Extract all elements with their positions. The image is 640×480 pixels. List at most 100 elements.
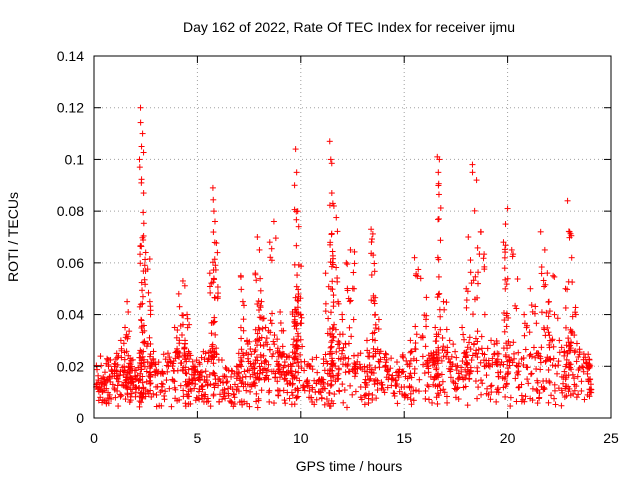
- data-point: [124, 333, 131, 340]
- data-point: [286, 354, 293, 361]
- data-point: [552, 401, 559, 408]
- data-point: [238, 286, 245, 293]
- data-point: [343, 259, 350, 266]
- data-point: [441, 306, 448, 313]
- data-point: [528, 370, 535, 377]
- data-point: [182, 369, 189, 376]
- axis-ticks: [93, 55, 612, 419]
- data-point: [322, 308, 329, 315]
- data-point: [327, 309, 334, 316]
- data-point: [532, 354, 539, 361]
- data-point: [368, 226, 375, 233]
- data-point: [138, 279, 145, 286]
- data-point: [106, 391, 113, 398]
- data-point: [408, 374, 415, 381]
- data-point: [330, 255, 337, 262]
- data-point: [164, 350, 171, 357]
- data-point: [296, 377, 303, 384]
- data-point: [455, 370, 462, 377]
- data-point: [467, 346, 474, 353]
- data-point: [361, 401, 368, 408]
- data-point: [370, 252, 377, 259]
- data-point: [463, 372, 470, 379]
- data-point: [567, 339, 574, 346]
- data-point: [98, 362, 105, 369]
- data-point: [540, 277, 547, 284]
- data-point: [239, 298, 246, 305]
- data-point: [533, 386, 540, 393]
- data-point: [503, 310, 510, 317]
- data-point: [317, 389, 324, 396]
- data-point: [440, 386, 447, 393]
- data-point: [164, 368, 171, 375]
- data-point: [372, 294, 379, 301]
- data-point: [185, 366, 192, 373]
- data-point: [269, 353, 276, 360]
- data-point: [252, 271, 259, 278]
- data-point: [298, 314, 305, 321]
- data-point: [211, 314, 218, 321]
- data-point: [506, 357, 513, 364]
- data-point: [523, 324, 530, 331]
- data-point: [550, 343, 557, 350]
- data-point: [392, 382, 399, 389]
- data-point: [359, 366, 366, 373]
- data-point: [491, 341, 498, 348]
- data-point: [352, 370, 359, 377]
- data-point: [528, 302, 535, 309]
- data-point: [289, 380, 296, 387]
- data-point: [459, 374, 466, 381]
- data-point: [231, 394, 238, 401]
- data-point: [415, 266, 422, 273]
- data-point: [218, 357, 225, 364]
- data-point: [112, 394, 119, 401]
- data-point: [137, 119, 144, 126]
- data-point: [141, 276, 148, 283]
- data-point: [137, 260, 144, 267]
- data-point: [568, 254, 575, 261]
- data-point: [126, 368, 133, 375]
- data-point: [133, 384, 140, 391]
- data-point: [139, 300, 146, 307]
- data-point: [339, 347, 346, 354]
- data-point: [379, 381, 386, 388]
- data-point: [222, 364, 229, 371]
- data-point: [478, 333, 485, 340]
- data-point: [475, 280, 482, 287]
- data-point: [413, 357, 420, 364]
- data-point: [139, 293, 146, 300]
- data-point: [328, 230, 335, 237]
- data-point: [139, 353, 146, 360]
- data-point: [275, 392, 282, 399]
- data-point: [463, 349, 470, 356]
- data-point: [175, 290, 182, 297]
- data-point: [113, 373, 120, 380]
- data-point: [335, 370, 342, 377]
- data-point: [473, 177, 480, 184]
- data-point: [113, 367, 120, 374]
- data-point: [433, 365, 440, 372]
- data-point: [474, 328, 481, 335]
- data-point: [143, 368, 150, 375]
- data-point: [569, 371, 576, 378]
- data-point: [383, 351, 390, 358]
- data-point: [252, 346, 259, 353]
- data-point: [275, 360, 282, 367]
- data-point: [211, 218, 218, 225]
- data-point: [588, 386, 595, 393]
- data-point: [241, 398, 248, 405]
- data-point: [521, 311, 528, 318]
- data-point: [392, 377, 399, 384]
- data-point: [474, 354, 481, 361]
- data-point: [272, 235, 279, 242]
- data-point: [215, 290, 222, 297]
- data-point: [447, 374, 454, 381]
- data-point: [532, 303, 539, 310]
- data-point: [411, 345, 418, 352]
- data-point: [274, 345, 281, 352]
- data-point: [254, 357, 261, 364]
- data-point: [328, 343, 335, 350]
- data-point: [136, 164, 143, 171]
- data-point: [465, 234, 472, 240]
- data-point: [212, 262, 219, 269]
